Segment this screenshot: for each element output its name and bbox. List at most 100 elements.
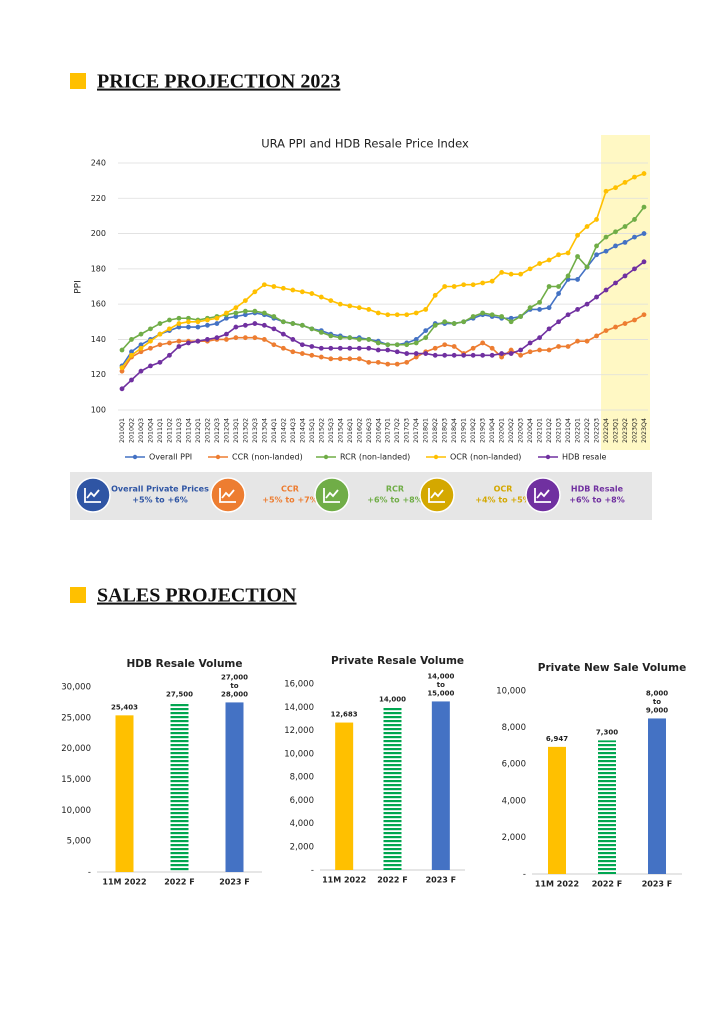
point [622,273,628,279]
point [337,335,343,341]
point [480,280,486,286]
point [252,335,258,341]
point [404,342,410,348]
point [186,315,191,321]
x-tick-label: 11M 2022 [102,878,146,887]
badge-icon [534,488,551,503]
point [603,248,609,254]
legend-dot [132,454,138,460]
point [129,349,134,355]
point [186,324,191,330]
point [489,345,495,351]
point [280,319,286,325]
point [167,317,172,323]
point [337,356,343,362]
point [309,291,315,296]
point [299,342,305,348]
badge-name: OCR [494,485,513,494]
point [622,239,628,245]
point [413,340,419,346]
y-tick-label: 200 [91,229,106,238]
x-tick-label: 2011Q4 [185,418,192,443]
y-tick-label: 120 [91,370,106,379]
x-tick-label: 11M 2022 [322,876,366,885]
x-tick-label: 2016Q2 [356,418,363,443]
point [527,349,533,355]
point [328,298,334,304]
x-tick-label: 2015Q2 [318,418,325,443]
point [575,338,580,344]
bar [383,707,402,870]
point [480,310,486,316]
point [233,335,239,341]
point [489,278,495,284]
x-tick-label: 2023Q2 [622,418,629,443]
legend-dot [433,454,439,460]
point [603,328,609,334]
chart-title: Private New Sale Volume [538,662,686,674]
point [470,314,476,319]
point [470,345,476,351]
point [584,224,590,229]
bar [225,702,244,872]
point [518,271,524,277]
legend-dot [545,454,551,460]
point [632,234,637,240]
x-tick-label: 2011Q3 [176,418,183,443]
point [242,312,248,318]
x-tick-label: 2018Q1 [423,418,430,443]
point [205,322,210,328]
point [584,264,590,270]
point [205,317,210,323]
point [233,314,239,319]
point [261,322,267,328]
y-tick-label: 220 [91,194,106,203]
badge-name: HDB Resale [571,485,624,494]
bar [648,718,666,874]
point [423,351,429,356]
legend-label: HDB resale [562,453,607,462]
badge-range: +4% to +5% [475,496,530,505]
point [148,326,153,332]
y-tick-label: - [88,868,91,878]
badge-range: +6% to +8% [569,496,624,505]
y-tick-label: 2,000 [502,833,526,843]
point [394,312,400,318]
point [138,342,144,348]
x-tick-label: 2010Q3 [138,418,145,443]
point [176,338,182,344]
y-tick-label: 8,000 [502,723,526,733]
x-tick-label: 2015Q4 [337,418,344,443]
point [119,365,125,371]
x-tick-label: 2020Q1 [499,418,506,443]
point [366,359,372,365]
point [537,299,542,305]
y-tick-label: 14,000 [284,703,314,713]
point [205,337,210,342]
point [280,345,286,351]
point [489,312,495,318]
x-tick-label: 2011Q2 [166,418,173,443]
point [157,321,163,326]
point [318,294,324,300]
point [394,342,400,348]
point [148,338,153,344]
y-tick-label: 6,000 [502,760,526,770]
chart-title: Private Resale Volume [331,655,464,667]
x-tick-label: 2014Q4 [299,418,306,443]
point [167,326,172,332]
point [309,344,315,349]
x-tick-label: 2018Q2 [432,418,439,443]
point [280,331,286,337]
x-tick-label: 2010Q2 [128,418,135,443]
point [242,308,248,314]
x-tick-label: 2015Q1 [309,418,316,443]
point [176,344,182,349]
bar [115,715,134,872]
y-tick-label: 30,000 [61,683,91,693]
badge-name: CCR [281,485,299,494]
x-tick-label: 2013Q1 [233,418,240,443]
heading-marker [70,73,86,89]
point [224,310,229,316]
point [594,217,599,222]
